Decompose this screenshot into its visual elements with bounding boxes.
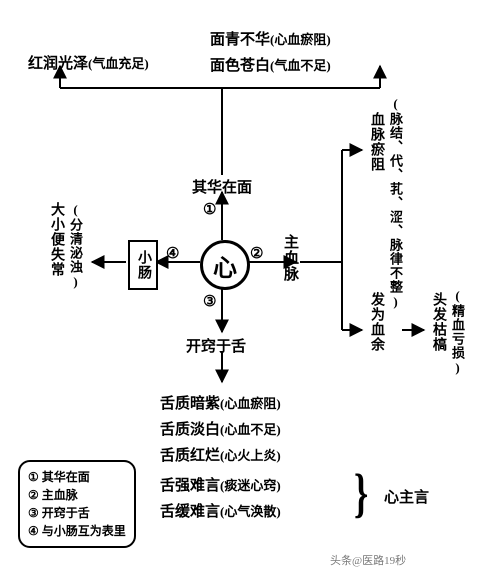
right-upper-main: 血脉瘀阻 — [366, 112, 386, 172]
axis-down-num: ③ — [203, 292, 216, 311]
top-right-outcome-1: 面青不华(心血瘀阻) — [210, 28, 331, 49]
tongue-item-1: 舌质淡白(心血不足) — [160, 418, 281, 439]
left-branch-note: (分清泌浊) — [66, 202, 85, 290]
tongue-brace-label: 心主言 — [384, 486, 429, 507]
legend-item-1: ② 主血脉 — [28, 486, 126, 504]
axis-up-num: ① — [203, 200, 216, 219]
right-lower-main: 发为血余 — [366, 292, 386, 352]
left-branch-main: 大小便失常 — [46, 202, 66, 277]
footer-watermark: 头条@医路19秒 — [330, 552, 406, 568]
axis-right-num: ② — [250, 244, 263, 263]
diagram-canvas: 心 小肠 其华在面 ① 主血脉 ② 开窍于舌 ③ ④ 红润光泽(气血充足) 面青… — [0, 0, 500, 571]
axis-up-label: 其华在面 — [192, 176, 252, 197]
legend-item-0: ① 其华在面 — [28, 468, 126, 486]
tongue-item-4: 舌缓难言(心气涣散) — [160, 500, 281, 521]
axis-left-num: ④ — [166, 244, 179, 263]
legend-box: ① 其华在面 ② 主血脉 ③ 开窍于舌 ④ 与小肠互为表里 — [18, 460, 136, 548]
right-lower-note: (精血亏损) — [448, 288, 467, 376]
tongue-item-0: 舌质暗紫(心血瘀阻) — [160, 392, 281, 413]
right-upper-note: (脉结、代、芤、涩、脉律不整) — [386, 96, 405, 246]
tongue-item-2: 舌质红烂(心火上炎) — [160, 444, 281, 465]
legend-item-3: ④ 与小肠互为表里 — [28, 522, 126, 540]
tongue-item-3: 舌强难言(痰迷心窍) — [160, 474, 281, 495]
top-right-outcome-2: 面色苍白(气血不足) — [210, 54, 331, 75]
tongue-brace: } — [354, 462, 368, 525]
axis-down-label: 开窍于舌 — [186, 335, 246, 356]
right-lower-arrowto: 头发枯槁 — [428, 292, 448, 352]
center-node-heart: 心 — [200, 240, 250, 290]
top-left-outcome: 红润光泽(气血充足) — [28, 52, 149, 73]
node-small-intestine: 小肠 — [128, 240, 158, 290]
legend-item-2: ③ 开窍于舌 — [28, 504, 126, 522]
axis-right-label: 主血脉 — [280, 234, 301, 282]
center-label: 心 — [213, 248, 237, 283]
